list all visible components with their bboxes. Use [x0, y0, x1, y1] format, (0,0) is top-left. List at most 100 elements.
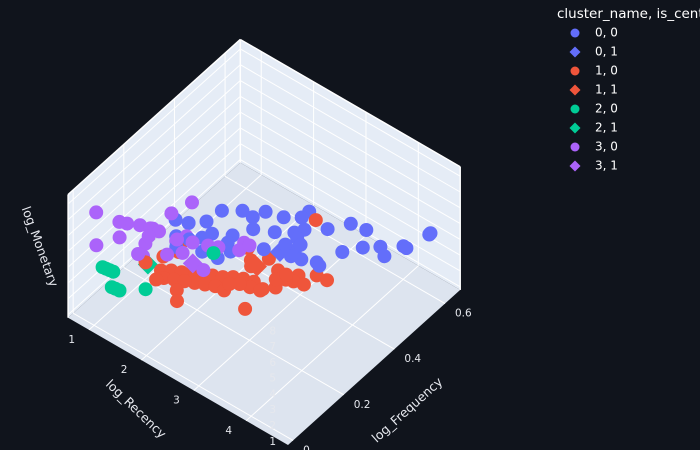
data-point-0-0[interactable]: [258, 204, 273, 219]
data-point-3-0[interactable]: [112, 230, 127, 245]
side-pane: [240, 39, 461, 290]
legend-item-label: 0, 1: [595, 45, 618, 59]
legend-diamond-icon: [569, 84, 581, 96]
data-point-0-0[interactable]: [399, 241, 414, 256]
x-gridline: [245, 265, 419, 422]
z-gridline: [67, 143, 241, 300]
data-point-0-0[interactable]: [377, 249, 392, 264]
z-gridline: [240, 95, 461, 225]
data-point-0-0[interactable]: [359, 223, 374, 237]
data-point-1-0[interactable]: [198, 277, 212, 292]
z-gridline: [240, 64, 461, 193]
x-axis-title: log_Recency: [103, 376, 170, 441]
x-tick-labels: 1 2 3 4: [68, 334, 232, 437]
data-point-3-0[interactable]: [242, 238, 257, 253]
data-point-0-0[interactable]: [355, 240, 370, 255]
legend-diamond-icon: [569, 46, 581, 58]
data-point-0-0[interactable]: [293, 237, 308, 252]
data-point-1-0[interactable]: [149, 272, 164, 287]
scatter-points[interactable]: [89, 195, 438, 316]
data-point-0-0[interactable]: [278, 237, 293, 252]
z-tick-label: 7: [269, 341, 276, 353]
data-point-2-0[interactable]: [95, 260, 110, 275]
legend-item-label: 2, 0: [595, 102, 618, 116]
legend-circle-icon: [570, 66, 580, 76]
scene-edge: [239, 38, 461, 168]
data-point-3-0[interactable]: [185, 195, 199, 210]
data-point-0-0[interactable]: [276, 210, 291, 225]
z-gridline: [67, 127, 241, 284]
legend-item-label: 2, 1: [595, 121, 618, 135]
legend-item-label: 0, 0: [595, 26, 618, 40]
data-point-0-0[interactable]: [256, 242, 271, 257]
data-point-3-0[interactable]: [164, 206, 179, 221]
data-point-3-0[interactable]: [141, 229, 156, 244]
x-tick-label: 4: [225, 425, 232, 437]
y-tick-label: 0.6: [455, 308, 472, 320]
z-gridline: [240, 143, 461, 272]
center-point-1-1[interactable]: [247, 256, 267, 277]
data-point-1-0[interactable]: [170, 294, 184, 309]
data-point-1-0[interactable]: [169, 283, 184, 298]
data-point-0-0[interactable]: [214, 203, 229, 218]
data-point-0-0[interactable]: [235, 203, 250, 218]
y-tick-label: 0.2: [354, 399, 371, 411]
data-point-0-0[interactable]: [335, 245, 350, 259]
y-axis-title: log_Frequency: [369, 374, 446, 446]
data-point-3-0[interactable]: [89, 238, 104, 253]
y-gridline: [224, 175, 446, 305]
y-tick-labels: 0 0.2 0.4 0.6: [303, 308, 472, 450]
z-tick-label: 4: [269, 389, 276, 401]
data-point-1-0[interactable]: [238, 301, 253, 316]
legend-item-label: 1, 1: [595, 83, 618, 97]
data-point-0-0[interactable]: [423, 226, 438, 241]
data-point-3-0[interactable]: [196, 263, 211, 278]
data-point-0-0[interactable]: [343, 216, 358, 231]
data-point-1-0[interactable]: [187, 275, 202, 290]
data-point-0-0[interactable]: [320, 222, 335, 237]
data-point-0-0[interactable]: [284, 249, 298, 264]
data-point-0-0[interactable]: [199, 214, 214, 229]
data-point-1-0[interactable]: [167, 272, 182, 287]
x-tick-label: 2: [121, 364, 128, 376]
z-tick-label: 1: [269, 436, 276, 448]
legend-circle-icon: [570, 142, 580, 152]
scene-edge: [67, 38, 241, 196]
data-point-1-0[interactable]: [296, 277, 311, 292]
back-pane: [68, 39, 241, 318]
y-tick-label: 0.4: [404, 353, 421, 365]
scene-gridlines: [67, 48, 461, 441]
data-point-2-0[interactable]: [104, 280, 119, 295]
data-point-0-0[interactable]: [181, 216, 196, 230]
data-point-3-0[interactable]: [170, 232, 184, 247]
z-tick-label: 2: [269, 420, 276, 432]
data-point-1-0[interactable]: [320, 273, 334, 288]
data-point-3-0[interactable]: [89, 205, 104, 220]
z-tick-label: 5: [269, 373, 276, 385]
data-point-1-0[interactable]: [308, 213, 323, 228]
data-point-2-0[interactable]: [138, 282, 153, 297]
z-gridline: [67, 64, 241, 221]
z-tick-label: 8: [269, 325, 276, 337]
data-point-0-0[interactable]: [245, 210, 260, 225]
data-point-1-0[interactable]: [279, 267, 294, 282]
z-axis-title: log_Monetary: [19, 204, 62, 289]
data-point-3-0[interactable]: [112, 214, 127, 229]
data-point-0-0[interactable]: [246, 222, 261, 237]
data-point-0-0[interactable]: [294, 210, 309, 225]
y-gridline: [72, 312, 294, 441]
z-tick-label: 6: [269, 357, 276, 369]
legend-item-label: 3, 1: [595, 159, 618, 173]
data-point-3-0[interactable]: [185, 235, 200, 250]
data-point-3-0[interactable]: [160, 247, 175, 262]
data-point-1-0[interactable]: [232, 277, 247, 291]
data-point-2-0[interactable]: [206, 246, 221, 261]
data-point-1-0[interactable]: [222, 277, 237, 291]
data-point-3-0[interactable]: [175, 245, 190, 260]
data-point-3-0[interactable]: [131, 247, 146, 261]
legend-diamond-icon: [569, 160, 581, 172]
data-point-1-0[interactable]: [253, 283, 268, 298]
data-point-0-0[interactable]: [267, 225, 282, 240]
data-point-0-0[interactable]: [309, 255, 324, 270]
